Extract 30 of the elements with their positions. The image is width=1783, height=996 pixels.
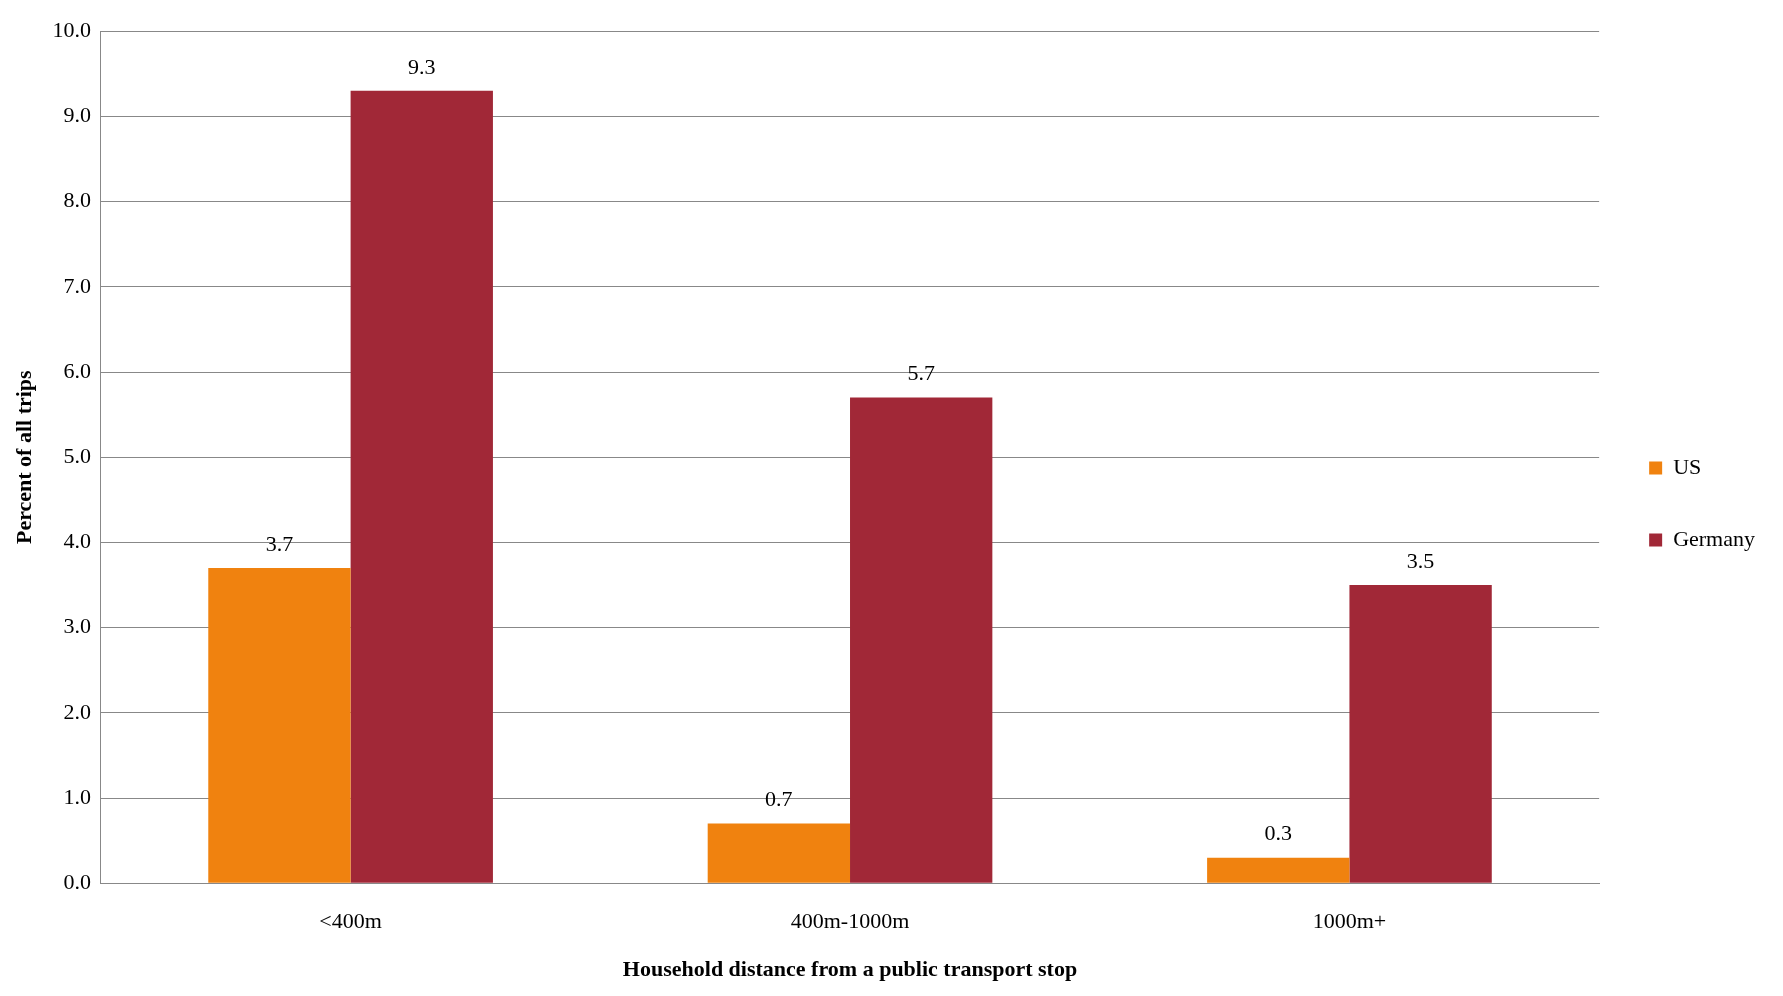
data-label: 5.7	[907, 360, 935, 386]
x-tick-label: 1000m+	[1312, 908, 1387, 934]
y-tick-label: 8.0	[63, 187, 91, 213]
data-label: 0.7	[765, 786, 793, 812]
legend-label: Germany	[1673, 525, 1755, 551]
data-label: 3.5	[1406, 547, 1435, 573]
data-label: 0.3	[1264, 820, 1293, 846]
bar	[208, 567, 351, 883]
y-tick-label: 7.0	[63, 272, 91, 298]
bar	[1349, 585, 1492, 883]
y-tick-label: 2.0	[63, 698, 91, 724]
data-label: 9.3	[408, 53, 436, 79]
y-tick-label: 10.0	[52, 16, 91, 42]
legend-label: US	[1673, 453, 1702, 479]
bar	[1207, 857, 1350, 883]
y-tick-label: 4.0	[63, 528, 91, 554]
y-tick-label: 0.0	[63, 868, 91, 894]
y-tick-label: 6.0	[63, 357, 91, 383]
data-label: 3.7	[265, 530, 294, 556]
x-tick-label: <400m	[319, 908, 382, 934]
y-tick-label: 9.0	[63, 102, 91, 128]
bar	[850, 397, 993, 883]
bar	[350, 90, 493, 883]
y-tick-label: 3.0	[63, 613, 91, 639]
y-tick-label: 5.0	[63, 442, 91, 468]
y-axis-title: Percent of all trips	[10, 369, 36, 545]
y-tick-label: 1.0	[63, 783, 91, 809]
bar	[707, 823, 851, 883]
x-tick-label: 400m-1000m	[790, 908, 910, 934]
x-axis-title: Household distance from a public transport stop	[622, 956, 1078, 982]
